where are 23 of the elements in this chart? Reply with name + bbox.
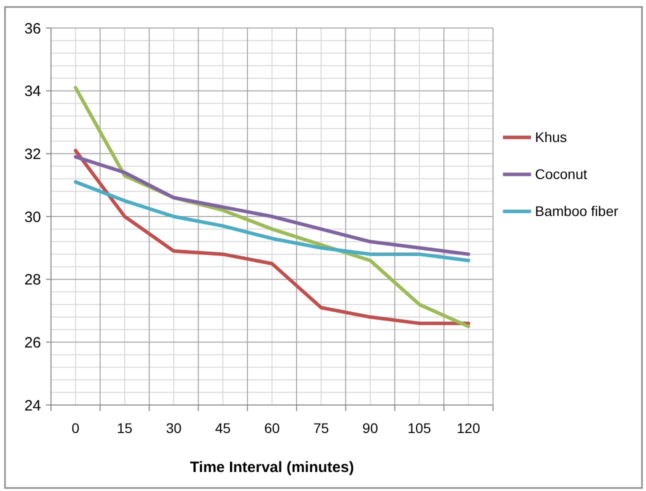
line-series — [74, 148, 470, 326]
x-tick-label: 60 — [264, 420, 280, 436]
x-tick-label: 120 — [456, 420, 480, 436]
x-axis-title: Time Interval (minutes) — [190, 459, 354, 476]
y-tick-label: 32 — [24, 146, 41, 163]
y-tick-label: 34 — [24, 83, 41, 100]
legend-label: Bamboo fiber — [535, 203, 619, 220]
y-tick-label: 24 — [24, 397, 41, 414]
x-tick-label: 75 — [313, 420, 330, 436]
x-tick-label: 0 — [72, 420, 80, 436]
y-tick-label: 30 — [24, 208, 41, 226]
x-tick-label: 105 — [408, 420, 432, 436]
line-series — [74, 180, 470, 262]
legend-label: Khus — [535, 129, 567, 146]
y-tick-label: 28 — [24, 272, 41, 289]
y-tick-label: 26 — [24, 334, 41, 352]
x-tick-label: 30 — [166, 420, 182, 436]
x-tick-label: 90 — [362, 420, 378, 436]
legend-label: Coconut — [535, 166, 588, 182]
x-tick-label: 15 — [116, 420, 133, 436]
line-series — [74, 155, 470, 256]
y-tick-label: 36 — [24, 20, 41, 38]
x-tick-label: 45 — [215, 420, 231, 436]
